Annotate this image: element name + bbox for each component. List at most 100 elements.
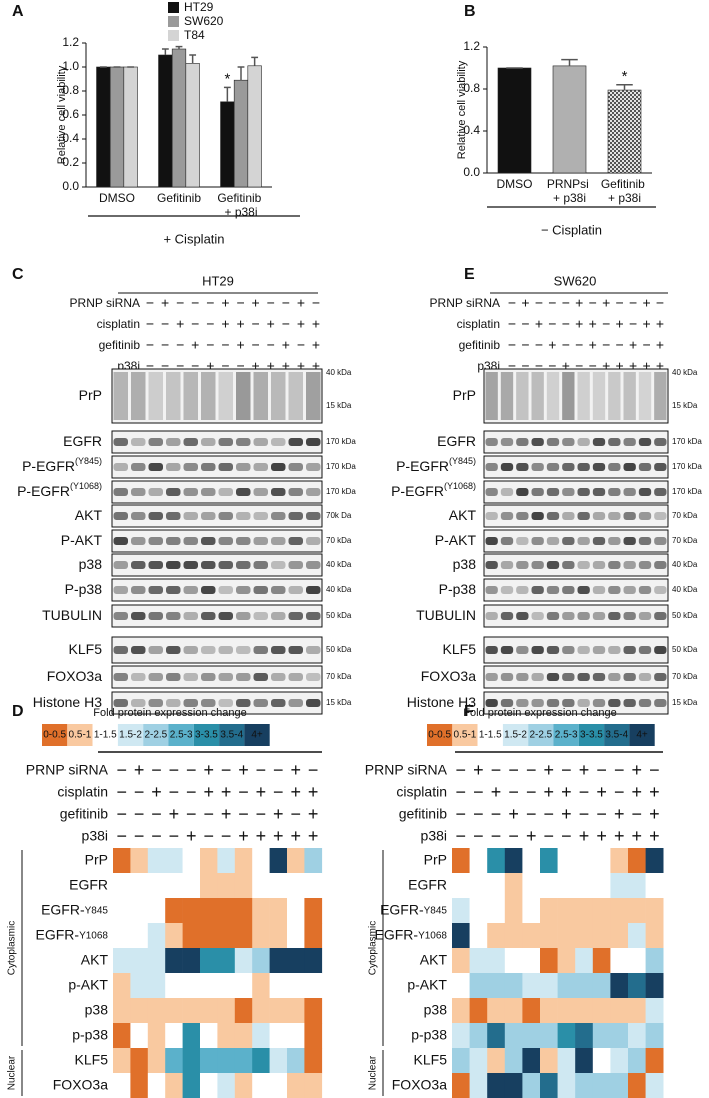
heatmap-cell <box>234 1073 253 1098</box>
condition-sign: − <box>491 760 502 780</box>
blot-band <box>236 512 251 520</box>
blot-band <box>306 586 321 594</box>
heatmap-cell <box>540 1023 558 1049</box>
blot-band <box>271 512 286 520</box>
blot-frame <box>483 480 669 504</box>
blot-band <box>546 673 560 681</box>
condition-sign: − <box>561 760 572 780</box>
blot-band <box>531 612 544 620</box>
x-tick-label: Gefitinib <box>157 191 201 205</box>
blot-band <box>562 512 575 520</box>
condition-sign: + <box>273 804 284 824</box>
blot-band <box>608 561 621 569</box>
blot-band <box>500 586 514 594</box>
blot-band <box>654 646 667 654</box>
blot-band <box>500 463 514 471</box>
blot-band <box>654 488 667 496</box>
blot-band <box>306 438 321 446</box>
blot-label: P-p38 <box>65 581 103 597</box>
blot-frame <box>111 368 323 424</box>
heatmap-cell <box>304 848 323 874</box>
condition-sign: − <box>206 295 214 311</box>
heatmap-cell <box>234 998 253 1024</box>
legend-swatch <box>42 724 68 746</box>
blot-band <box>201 612 216 620</box>
condition-sign: − <box>169 782 180 802</box>
blot-band <box>271 699 286 707</box>
condition-sign: − <box>656 295 664 311</box>
heatmap-cell <box>557 898 576 924</box>
blot-band <box>131 699 146 707</box>
heatmap-cell <box>592 848 611 874</box>
heatmap-cell <box>165 1073 183 1098</box>
bar <box>552 65 587 174</box>
blot-band <box>592 488 606 496</box>
blot-band <box>638 512 652 520</box>
blot-frame <box>111 636 323 664</box>
blot-band <box>253 612 268 620</box>
heatmap-cell <box>487 898 506 924</box>
blot-band <box>500 561 514 569</box>
blot-band <box>183 537 198 545</box>
blot-label: EGFR <box>63 433 102 449</box>
blot-band <box>638 463 652 471</box>
legend-label: T84 <box>184 28 205 42</box>
heatmap-cell <box>147 923 166 949</box>
heatmap-cell <box>147 1048 166 1074</box>
blot-band <box>288 463 303 471</box>
legend-label: HT29 <box>184 0 214 14</box>
blot-band <box>271 537 286 545</box>
blot-band <box>562 699 575 707</box>
heatmap-cell <box>217 948 236 974</box>
blot-label: P-EGFR(Y1068) <box>391 481 476 498</box>
condition-sign: − <box>602 316 610 332</box>
condition-sign: − <box>616 295 624 311</box>
blot-band <box>531 438 544 446</box>
heatmap-cell <box>645 1048 664 1074</box>
blot-band <box>253 699 268 707</box>
blot-frame <box>483 691 669 715</box>
heatmap-cell <box>452 948 470 974</box>
heatmap-cell <box>610 948 629 974</box>
condition-label: PRNP siRNA <box>70 296 140 310</box>
heatmap-cell <box>469 1023 488 1049</box>
blot-band <box>577 488 590 496</box>
blot-band <box>253 512 268 520</box>
heatmap-cell <box>130 973 149 999</box>
heatmap-cell <box>557 848 576 874</box>
heatmap-cell <box>182 1048 201 1074</box>
legend-label: 3-3.5 <box>195 730 218 741</box>
blot-band <box>236 612 251 620</box>
blot-band <box>148 438 163 446</box>
blot-smear <box>577 372 590 420</box>
kda-label: 40 kDa <box>326 368 352 377</box>
blot-band <box>288 586 303 594</box>
heatmap-cell <box>287 948 305 974</box>
blot-label: P-AKT <box>61 532 103 548</box>
blot-band <box>306 673 321 681</box>
condition-sign: + <box>206 358 214 374</box>
blot-band <box>288 537 303 545</box>
condition-sign: − <box>236 295 244 311</box>
heatmap-cell <box>504 973 523 999</box>
blot-band <box>131 537 146 545</box>
condition-label: p38i <box>82 828 108 844</box>
blot-band <box>516 488 529 496</box>
panel-label: B <box>464 3 476 20</box>
condition-sign: − <box>206 337 214 353</box>
condition-sign: + <box>642 295 650 311</box>
blot-frame <box>483 529 669 553</box>
condition-sign: + <box>491 782 502 802</box>
blot-band <box>531 463 544 471</box>
heatmap-cell <box>522 923 541 949</box>
condition-sign: − <box>161 358 169 374</box>
heatmap-cell <box>628 1048 646 1074</box>
condition-sign: − <box>491 804 502 824</box>
kda-label: 40 kDa <box>326 585 352 594</box>
y-tick-label: 0.4 <box>62 131 79 145</box>
heatmap-cell <box>287 848 305 874</box>
blot-band <box>218 537 233 545</box>
heatmap-cell <box>504 848 523 874</box>
blot-label: AKT <box>449 507 477 523</box>
blot-band <box>516 512 529 520</box>
